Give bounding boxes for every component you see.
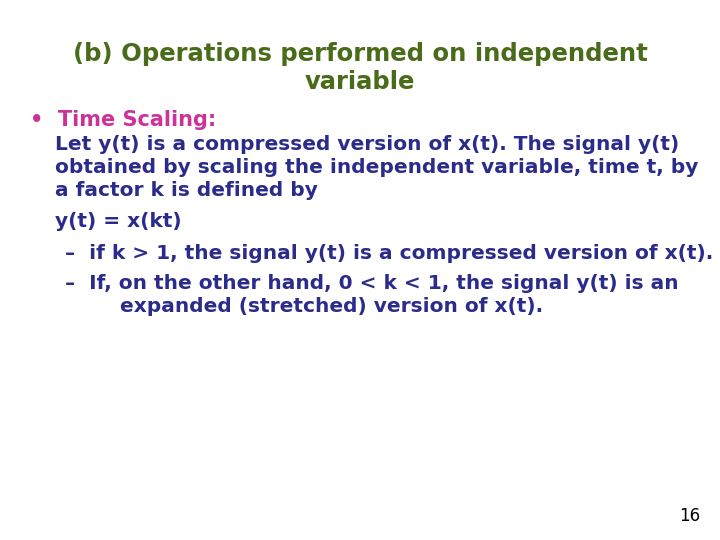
Text: •  Time Scaling:: • Time Scaling:	[30, 110, 216, 130]
Text: y(t) = x(kt): y(t) = x(kt)	[55, 212, 181, 231]
Text: expanded (stretched) version of x(t).: expanded (stretched) version of x(t).	[85, 297, 543, 316]
Text: (b) Operations performed on independent: (b) Operations performed on independent	[73, 42, 647, 66]
Text: Let y(t) is a compressed version of x(t). The signal y(t): Let y(t) is a compressed version of x(t)…	[55, 135, 679, 154]
Text: obtained by scaling the independent variable, time t, by: obtained by scaling the independent vari…	[55, 158, 698, 177]
Text: –  If, on the other hand, 0 < k < 1, the signal y(t) is an: – If, on the other hand, 0 < k < 1, the …	[65, 274, 679, 293]
Text: –  if k > 1, the signal y(t) is a compressed version of x(t).: – if k > 1, the signal y(t) is a compres…	[65, 244, 714, 263]
Text: 16: 16	[679, 507, 700, 525]
Text: variable: variable	[305, 70, 415, 94]
Text: a factor k is defined by: a factor k is defined by	[55, 181, 318, 200]
